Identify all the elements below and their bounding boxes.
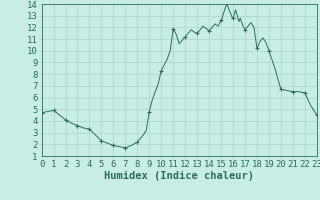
X-axis label: Humidex (Indice chaleur): Humidex (Indice chaleur) [104, 171, 254, 181]
